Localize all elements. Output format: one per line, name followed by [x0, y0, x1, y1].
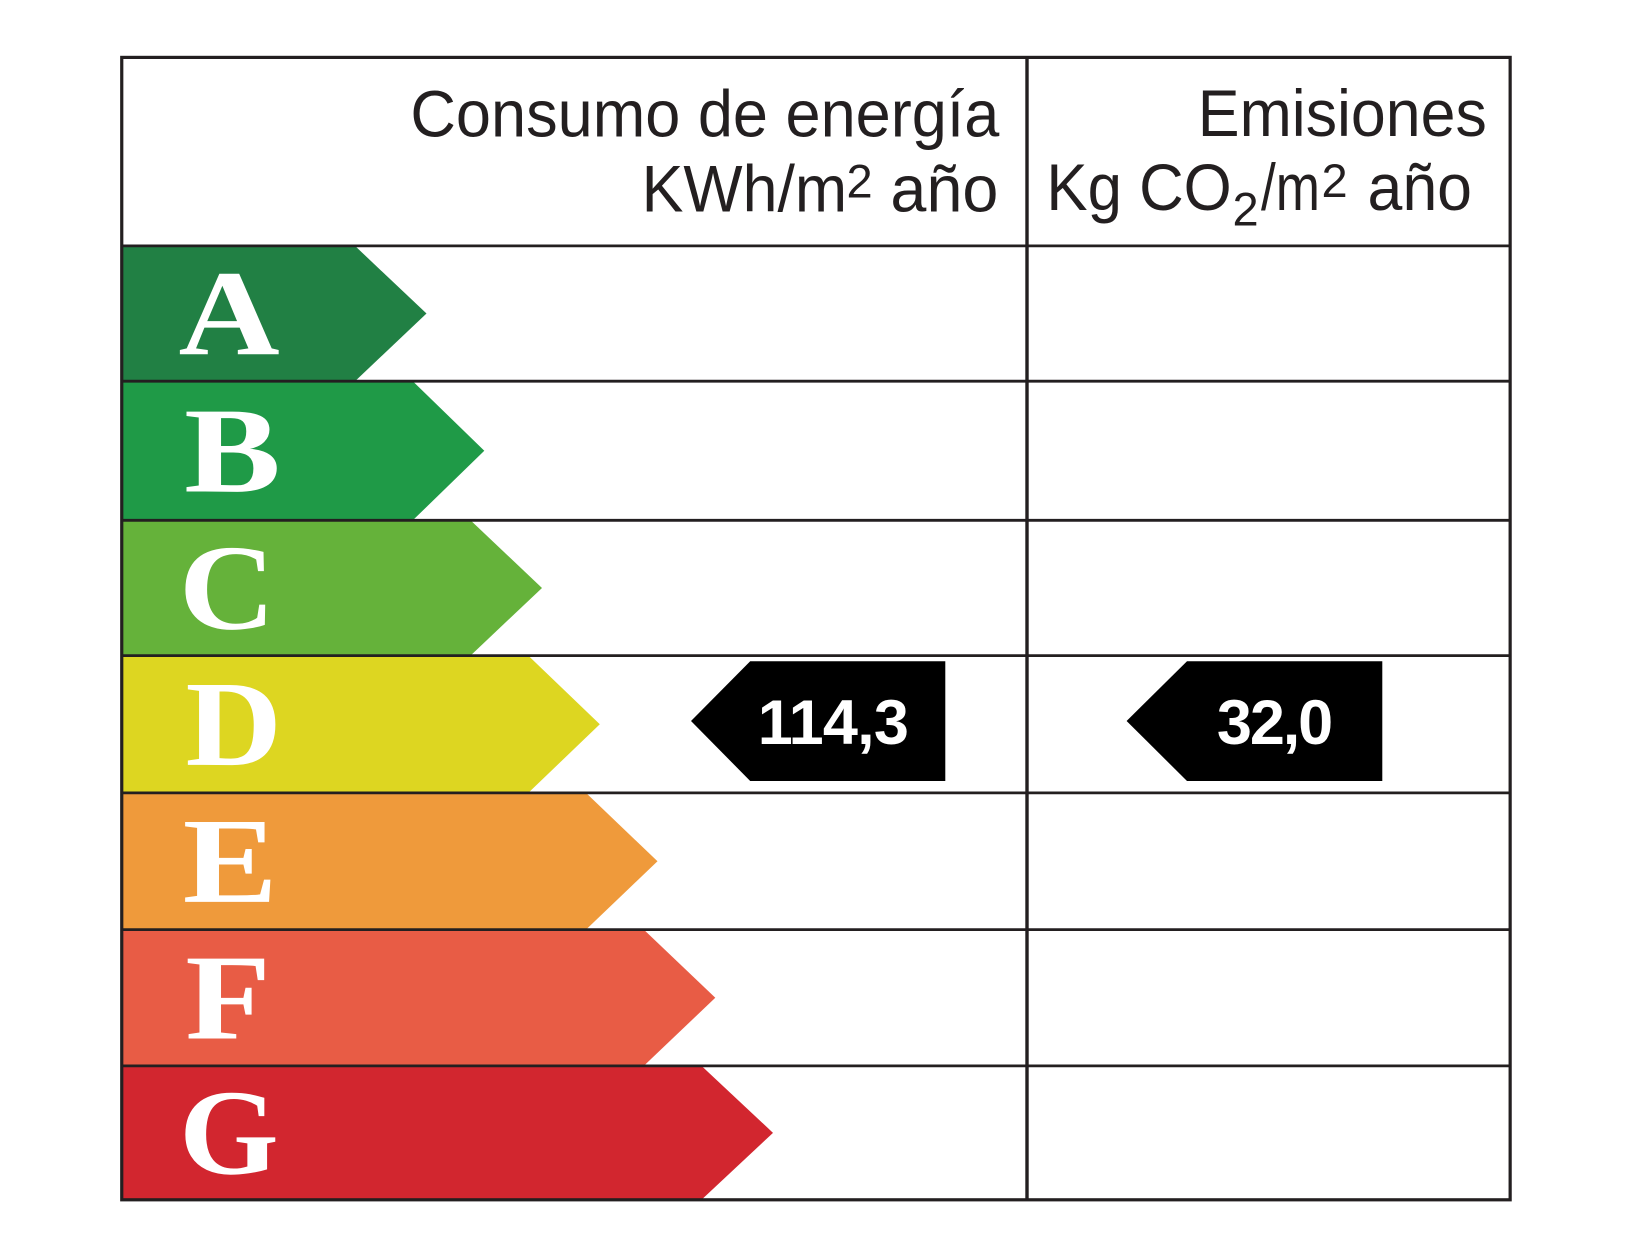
svg-text:B: B: [184, 384, 281, 519]
svg-text:Consumo de energía: Consumo de energía: [410, 77, 999, 151]
svg-text:2: 2: [1233, 183, 1259, 236]
svg-text:Emisiones: Emisiones: [1198, 76, 1487, 150]
svg-text:año: año: [1368, 150, 1473, 224]
svg-text:/m: /m: [1261, 150, 1320, 224]
svg-text:E: E: [183, 794, 278, 929]
svg-text:C: C: [179, 521, 276, 656]
svg-text:A: A: [179, 246, 280, 381]
svg-text:año: año: [890, 152, 998, 226]
svg-text:G: G: [179, 1066, 279, 1201]
svg-text:114,3: 114,3: [758, 688, 908, 758]
svg-text:F: F: [185, 931, 271, 1066]
svg-text:2: 2: [847, 155, 873, 208]
svg-text:32,0: 32,0: [1217, 688, 1331, 758]
svg-text:Kg CO: Kg CO: [1046, 150, 1231, 224]
svg-text:KWh/m: KWh/m: [642, 152, 848, 226]
svg-text:2: 2: [1322, 154, 1348, 207]
svg-text:D: D: [186, 657, 282, 792]
